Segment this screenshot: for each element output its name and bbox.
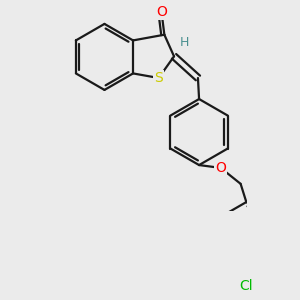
Text: Cl: Cl	[239, 279, 253, 293]
Text: O: O	[215, 161, 226, 175]
Text: S: S	[154, 71, 163, 85]
Text: H: H	[180, 36, 189, 49]
Text: O: O	[156, 5, 167, 19]
